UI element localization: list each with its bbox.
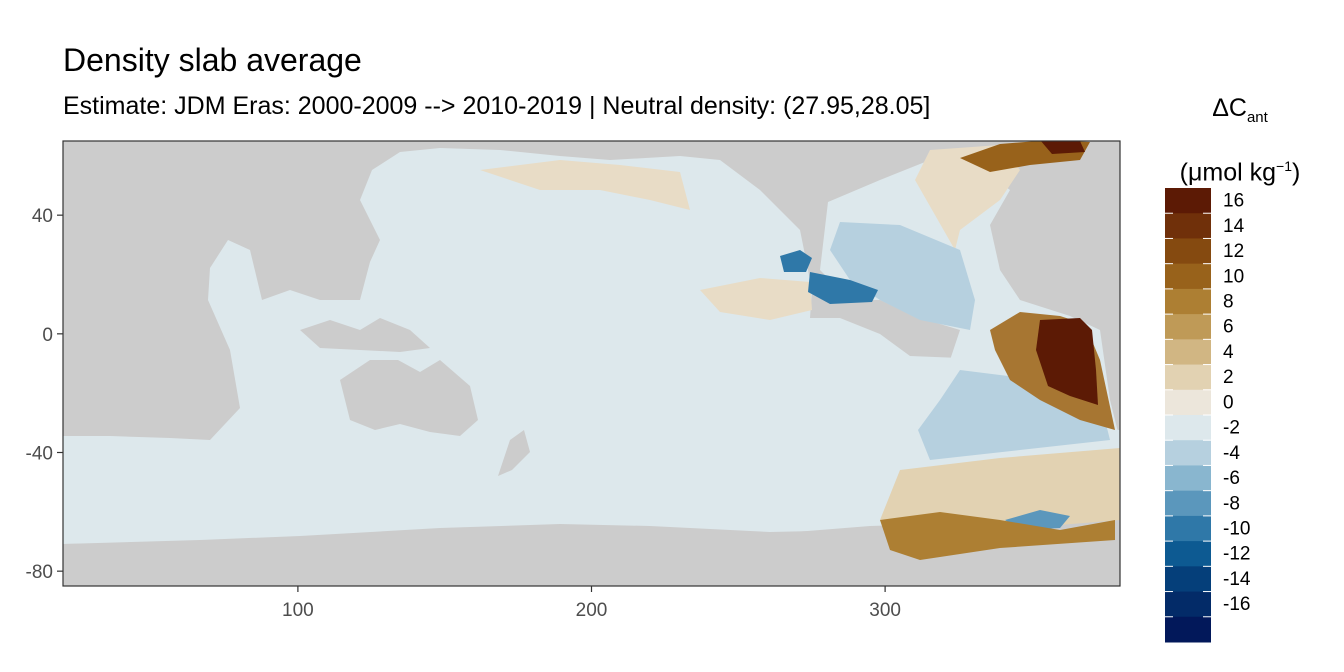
colorbar-bin	[1165, 213, 1211, 239]
colorbar-bin	[1165, 238, 1211, 265]
legend-unit-close: )	[1292, 158, 1301, 187]
colorbar-label: -4	[1223, 443, 1240, 464]
indonesia-land	[300, 318, 430, 352]
colorbar-label: 12	[1223, 241, 1244, 262]
colorbar-label: 2	[1223, 367, 1234, 388]
new-zealand-land	[498, 430, 530, 476]
legend-title-sub: ant	[1246, 109, 1268, 126]
colorbar-bin	[1165, 566, 1211, 593]
colorbar-label: 14	[1223, 216, 1245, 237]
colorbar-bin	[1165, 314, 1211, 340]
legend-title: ΔCant (μmol kg−1)	[1160, 84, 1320, 196]
colorbar-label: 8	[1223, 292, 1234, 313]
colorbar-bin	[1165, 364, 1211, 391]
legend-unit-open: (μmol kg	[1179, 158, 1277, 187]
field-brown-southern	[880, 512, 1115, 560]
colorbar-label: 4	[1223, 342, 1234, 363]
madagascar-land	[138, 360, 156, 398]
field-blue-north-atlantic	[830, 222, 975, 330]
colorbar-bin	[1165, 541, 1211, 567]
colorbar-bin	[1165, 591, 1211, 618]
x-axis: 100 200 300	[282, 586, 901, 621]
y-tick-label: -80	[26, 562, 53, 583]
colorbar-bin	[1165, 465, 1211, 492]
legend-unit-sup: −1	[1276, 158, 1292, 174]
colorbar-bin	[1165, 188, 1211, 214]
map-panel	[63, 141, 1120, 586]
colorbar-bin	[1165, 389, 1211, 416]
field-blue-caribbean	[808, 272, 878, 304]
colorbar-label: 0	[1223, 392, 1234, 413]
field-brown-nordic-core	[1040, 141, 1085, 154]
x-tick-label: 200	[576, 600, 608, 621]
field-brown-gulf-guinea-core	[1036, 318, 1098, 405]
colorbar-label: -6	[1223, 468, 1240, 489]
colorbar-label: -12	[1223, 544, 1250, 565]
colorbar-label: 10	[1223, 266, 1244, 287]
antarctica-land	[63, 524, 1120, 586]
field-blue-gulf	[780, 250, 812, 272]
colorbar-bin	[1165, 515, 1211, 542]
colorbar-label: 16	[1223, 191, 1244, 212]
colorbar: 16 14 12 10 8 6 4 2 0 -2 -4 -6 -8 -10 -12 -14 -16	[1165, 188, 1251, 643]
colorbar-label: -8	[1223, 493, 1240, 514]
ocean-indo-pacific	[63, 148, 1120, 544]
chart-subtitle: Estimate: JDM Eras: 2000-2009 --> 2010-2…	[63, 92, 931, 120]
x-tick-label: 300	[869, 600, 901, 621]
y-tick-label: 0	[42, 325, 53, 346]
colorbar-label: 6	[1223, 317, 1234, 338]
colorbar-label: -10	[1223, 519, 1250, 540]
colorbar-bin	[1165, 339, 1211, 366]
colorbar-label: -2	[1223, 418, 1240, 439]
australia-land	[340, 360, 478, 436]
x-tick-label: 100	[282, 600, 314, 621]
colorbar-bin	[1165, 490, 1211, 517]
colorbar-label: -16	[1223, 594, 1250, 615]
field-beige-north-pacific	[480, 160, 690, 210]
legend-title-main: ΔC	[1212, 94, 1247, 122]
colorbar-bin	[1165, 288, 1211, 315]
y-tick-label: -40	[26, 444, 53, 465]
colorbar-bin	[1165, 415, 1211, 441]
colorbar-label: -14	[1223, 569, 1251, 590]
colorbar-bin	[1165, 616, 1211, 643]
y-axis: 40 0 -40 -80	[26, 206, 63, 583]
y-tick-label: 40	[32, 206, 53, 227]
chart-title: Density slab average	[63, 42, 362, 78]
colorbar-bin	[1165, 263, 1211, 290]
colorbar-bin	[1165, 440, 1211, 466]
field-beige-tropical-atlantic	[700, 278, 812, 320]
